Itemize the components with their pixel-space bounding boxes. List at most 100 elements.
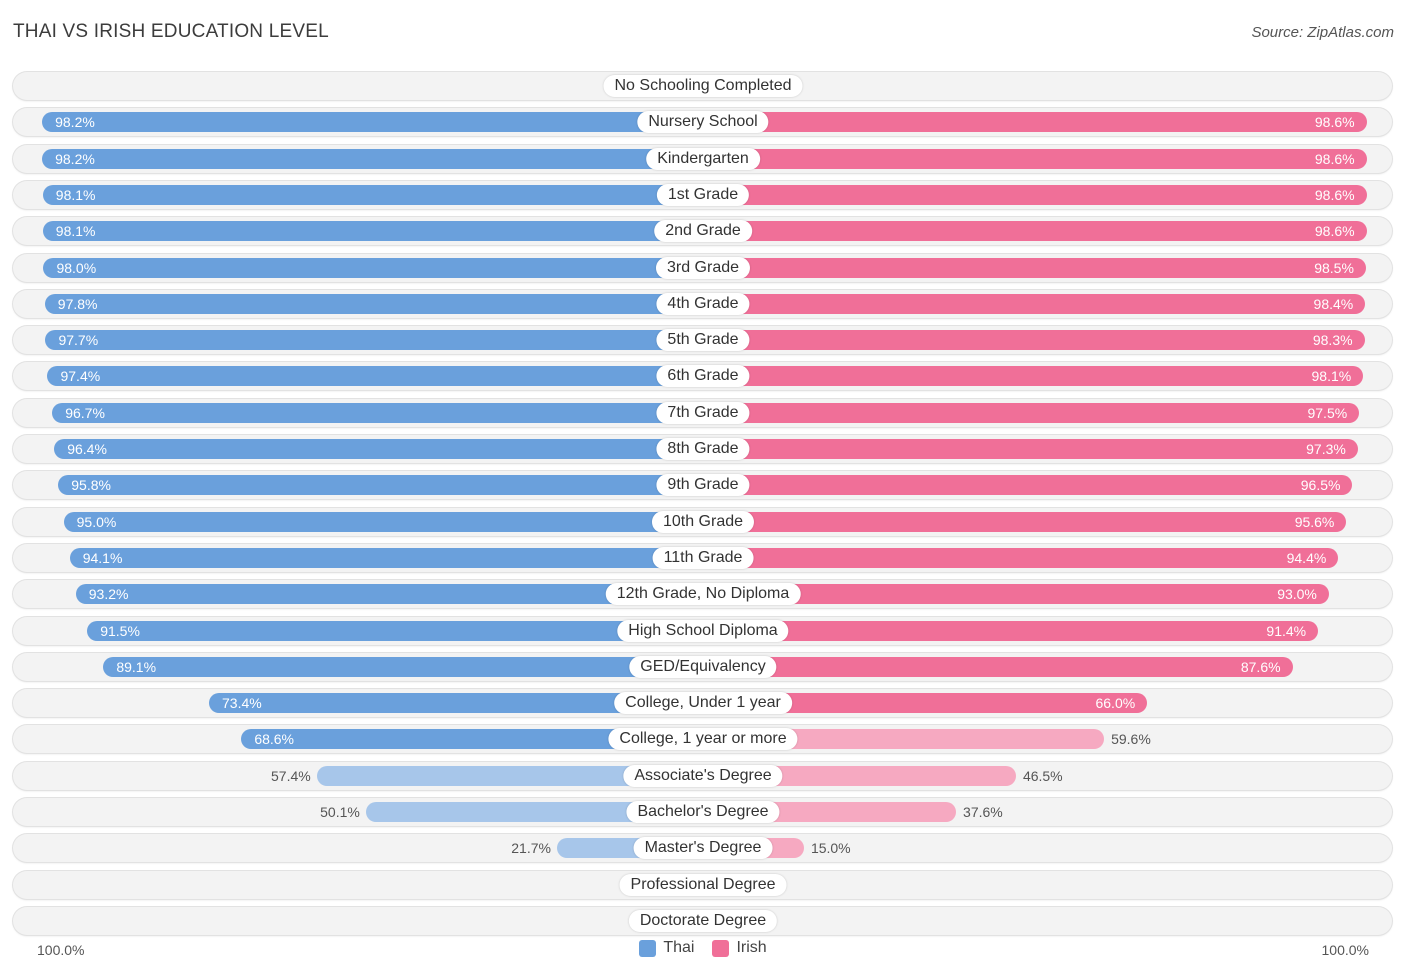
value-label-irish: 98.6%: [1314, 223, 1355, 240]
category-label: 1st Grade: [656, 183, 750, 206]
bar-thai[interactable]: [52, 402, 703, 423]
category-label: College, Under 1 year: [614, 692, 792, 715]
value-label-thai: 97.7%: [58, 332, 99, 349]
bar-thai[interactable]: [209, 693, 703, 714]
value-label-irish: 96.5%: [1300, 477, 1341, 494]
value-label-irish: 98.4%: [1313, 295, 1354, 312]
bar-thai[interactable]: [87, 620, 703, 641]
category-label: 8th Grade: [656, 438, 750, 460]
bar-irish[interactable]: [703, 366, 1364, 387]
value-label-irish: 98.6%: [1314, 186, 1355, 203]
bar-irish[interactable]: [703, 584, 1329, 605]
legend-item-irish[interactable]: Irish: [712, 939, 767, 957]
bar-thai[interactable]: [316, 765, 703, 786]
bar-thai[interactable]: [42, 148, 703, 169]
legend-label-thai: Thai: [663, 939, 695, 956]
value-label-thai: 93.2%: [88, 586, 129, 603]
category-label: Kindergarten: [646, 147, 760, 170]
legend-label-irish: Irish: [736, 939, 767, 956]
value-label-irish: 91.4%: [1266, 622, 1307, 639]
value-label-thai: 21.7%: [511, 840, 551, 857]
value-label-irish: 98.6%: [1314, 150, 1355, 167]
bar-thai[interactable]: [75, 584, 703, 605]
category-label: 10th Grade: [651, 510, 755, 533]
value-label-irish: 94.4%: [1286, 549, 1327, 566]
category-label: Professional Degree: [619, 873, 787, 896]
category-label: 12th Grade, No Diploma: [605, 583, 801, 606]
value-label-thai: 95.0%: [76, 513, 117, 530]
value-label-irish: 59.6%: [1111, 731, 1151, 748]
bar-irish[interactable]: [703, 221, 1367, 242]
value-label-thai: 73.4%: [222, 695, 262, 712]
bar-thai[interactable]: [58, 475, 703, 496]
category-label: Bachelor's Degree: [626, 801, 780, 823]
bar-irish[interactable]: [703, 148, 1367, 169]
category-label: 7th Grade: [656, 401, 750, 424]
value-label-thai: 98.2%: [55, 114, 95, 131]
legend-swatch-irish: [712, 939, 730, 957]
bar-thai[interactable]: [103, 656, 703, 677]
category-label: GED/Equivalency: [629, 655, 777, 678]
bar-thai[interactable]: [42, 221, 703, 242]
category-label: 2nd Grade: [654, 220, 752, 243]
source-label: Source: ZipAtlas.com: [1251, 24, 1394, 41]
value-label-thai: 96.4%: [67, 441, 107, 457]
bar-irish[interactable]: [703, 330, 1365, 351]
bar-irish[interactable]: [703, 475, 1353, 496]
bar-thai[interactable]: [54, 439, 703, 459]
value-label-irish: 93.0%: [1277, 586, 1317, 603]
value-label-irish: 97.5%: [1307, 404, 1348, 421]
value-label-thai: 98.1%: [55, 223, 96, 240]
value-label-thai: 97.4%: [60, 368, 101, 385]
value-label-thai: 94.1%: [82, 549, 123, 566]
bar-irish[interactable]: [703, 511, 1347, 532]
bar-thai[interactable]: [69, 547, 703, 568]
value-label-irish: 46.5%: [1022, 767, 1063, 784]
bar-irish[interactable]: [703, 547, 1339, 568]
value-label-irish: 97.3%: [1306, 441, 1346, 457]
bar-irish[interactable]: [703, 620, 1319, 641]
bar-irish[interactable]: [703, 656, 1293, 677]
bar-irish[interactable]: [703, 729, 1105, 750]
category-label: 4th Grade: [656, 292, 750, 315]
value-label-thai: 57.4%: [271, 767, 311, 784]
category-label: Doctorate Degree: [628, 909, 778, 932]
bar-thai[interactable]: [63, 511, 703, 532]
bar-thai[interactable]: [43, 257, 703, 278]
value-label-irish: 98.1%: [1311, 368, 1352, 385]
bar-thai[interactable]: [365, 802, 703, 822]
category-label: High School Diploma: [617, 619, 789, 642]
bar-irish[interactable]: [703, 439, 1358, 459]
chart-title: THAI VS IRISH EDUCATION LEVEL: [13, 21, 329, 42]
category-label: College, 1 year or more: [608, 728, 798, 751]
bar-thai[interactable]: [42, 184, 703, 205]
value-label-irish: 95.6%: [1294, 513, 1335, 530]
bar-thai[interactable]: [44, 293, 703, 314]
value-label-thai: 98.2%: [55, 150, 95, 167]
value-label-irish: 37.6%: [963, 804, 1003, 820]
category-label: 9th Grade: [656, 474, 750, 497]
bar-irish[interactable]: [703, 693, 1148, 714]
value-label-thai: 98.0%: [56, 259, 97, 276]
bar-irish[interactable]: [703, 184, 1367, 205]
value-label-thai: 89.1%: [116, 658, 157, 675]
bar-thai[interactable]: [45, 330, 703, 351]
legend-item-thai[interactable]: Thai: [639, 939, 694, 957]
value-label-irish: 15.0%: [810, 840, 851, 857]
category-label: Nursery School: [637, 111, 769, 134]
value-label-thai: 97.8%: [57, 295, 98, 312]
bar-thai[interactable]: [42, 112, 703, 133]
bar-thai[interactable]: [47, 366, 703, 387]
category-label: Associate's Degree: [623, 764, 783, 787]
axis-left-label: 100.0%: [37, 942, 85, 958]
bar-irish[interactable]: [703, 257, 1366, 278]
bar-irish[interactable]: [703, 293, 1366, 314]
value-label-irish: 98.5%: [1314, 259, 1354, 276]
value-label-irish: 98.6%: [1314, 114, 1355, 131]
bar-irish[interactable]: [703, 402, 1360, 423]
category-label: No Schooling Completed: [603, 75, 803, 97]
value-label-irish: 66.0%: [1095, 695, 1136, 712]
bar-irish[interactable]: [703, 112, 1367, 133]
bar-thai[interactable]: [241, 729, 703, 750]
